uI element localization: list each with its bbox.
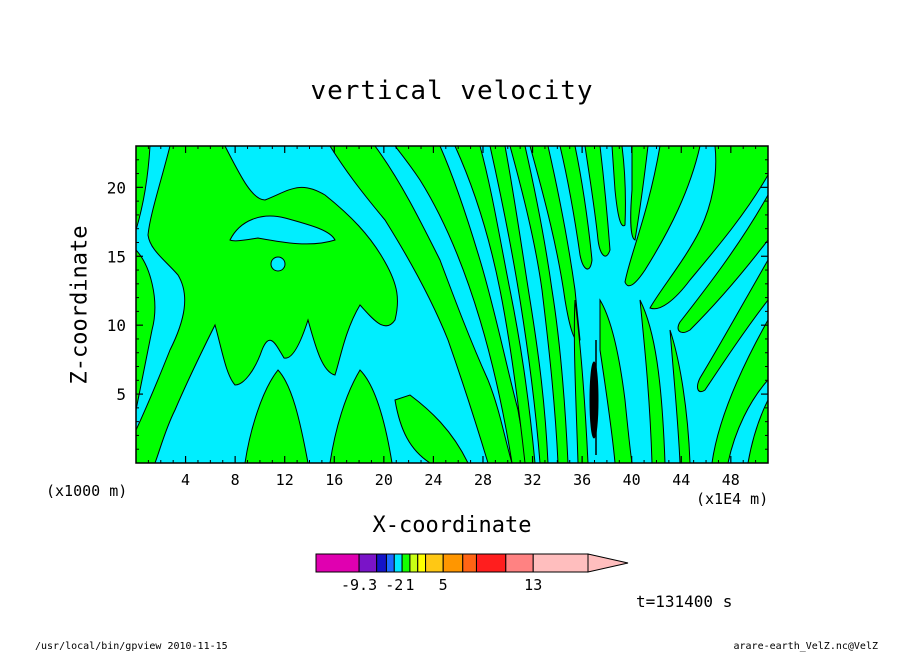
positive-region-9 xyxy=(489,146,549,463)
positive-region-14 xyxy=(611,146,626,227)
x-tick-label-7: 32 xyxy=(524,471,542,489)
positive-region-17 xyxy=(649,146,768,310)
colorbar-cell-0 xyxy=(315,553,360,573)
colorbar-label-1: -2 xyxy=(385,576,403,594)
x-tick-label-5: 24 xyxy=(424,471,442,489)
colorbar-arrow xyxy=(587,553,629,573)
y-tick-label-1: 10 xyxy=(107,316,126,335)
positive-region-6 xyxy=(329,146,513,463)
colorbar-cell-10 xyxy=(462,553,477,573)
footer-program-path: /usr/local/bin/gpview 2010-11-15 xyxy=(35,641,228,652)
positive-region-22 xyxy=(599,298,633,463)
plot-frame xyxy=(135,145,769,464)
positive-region-3 xyxy=(244,369,309,463)
velocity-field xyxy=(136,146,768,463)
positive-region-24 xyxy=(669,329,691,463)
positive-region-10 xyxy=(509,146,569,463)
colorbar-cell-5 xyxy=(401,553,411,573)
colorbar-cell-13 xyxy=(532,553,589,573)
positive-region-25 xyxy=(573,299,589,463)
colorbar-cell-4 xyxy=(393,553,403,573)
colorbar-cell-6 xyxy=(409,553,419,573)
colorbar: -9.3 -2 1 5 13 xyxy=(315,553,629,594)
x-tick-label-9: 40 xyxy=(623,471,641,489)
colorbar-cell-1 xyxy=(358,553,378,573)
x-tick-label-6: 28 xyxy=(474,471,492,489)
x-axis: 4 8 12 16 20 24 28 32 36 40 44 48 xyxy=(147,146,757,489)
positive-region-4 xyxy=(329,369,393,463)
time-label: t=131400 s xyxy=(636,592,733,611)
x-tick-label-0: 4 xyxy=(181,471,190,489)
colorbar-label-0: -9.3 xyxy=(341,576,377,594)
x-tick-label-3: 16 xyxy=(325,471,343,489)
positive-region-2 xyxy=(136,146,398,463)
colorbar-label-3: 5 xyxy=(439,576,448,594)
footer-file-name: arare-earth_VelZ.nc@VelZ xyxy=(733,641,879,652)
y-axis-label: Z-coordinate xyxy=(67,225,93,385)
x-tick-label-10: 44 xyxy=(672,471,690,489)
positive-region-23 xyxy=(639,299,666,463)
colorbar-cell-3 xyxy=(385,553,395,573)
chart-title: vertical velocity xyxy=(310,76,594,106)
colorbar-cell-2 xyxy=(376,553,387,573)
colorbar-label-4: 13 xyxy=(524,576,542,594)
x-tick-label-4: 20 xyxy=(375,471,393,489)
colorbar-cell-12 xyxy=(505,553,534,573)
positive-region-1 xyxy=(136,249,156,411)
positive-region-19 xyxy=(697,258,768,393)
positive-region-16 xyxy=(624,146,701,287)
positive-region-12 xyxy=(559,146,593,270)
colorbar-cell-7 xyxy=(417,553,427,573)
colorbar-cell-9 xyxy=(442,553,464,573)
y-tick-label-2: 15 xyxy=(107,247,126,266)
negative-band xyxy=(229,215,336,245)
strong-updraft-core xyxy=(589,361,599,439)
x-axis-label: X-coordinate xyxy=(372,513,532,538)
positive-region-7 xyxy=(394,146,529,463)
negative-island xyxy=(270,256,286,272)
positive-region-18 xyxy=(677,193,768,333)
x-unit-left: (x1000 m) xyxy=(46,482,128,500)
y-tick-label-3: 20 xyxy=(107,178,126,197)
positive-region-8 xyxy=(454,146,536,463)
colorbar-label-2: 1 xyxy=(405,576,414,594)
x-unit-right: (x1E4 m) xyxy=(696,490,769,508)
x-tick-label-1: 8 xyxy=(231,471,240,489)
x-tick-label-11: 48 xyxy=(722,471,740,489)
y-tick-label-0: 5 xyxy=(116,385,126,404)
positive-region-13 xyxy=(584,146,611,257)
y-axis: 5 10 15 20 xyxy=(107,159,768,450)
colorbar-cell-8 xyxy=(425,553,444,573)
x-tick-label-2: 12 xyxy=(276,471,294,489)
x-tick-label-8: 36 xyxy=(573,471,591,489)
positive-region-15 xyxy=(630,146,649,241)
colorbar-cell-11 xyxy=(475,553,507,573)
